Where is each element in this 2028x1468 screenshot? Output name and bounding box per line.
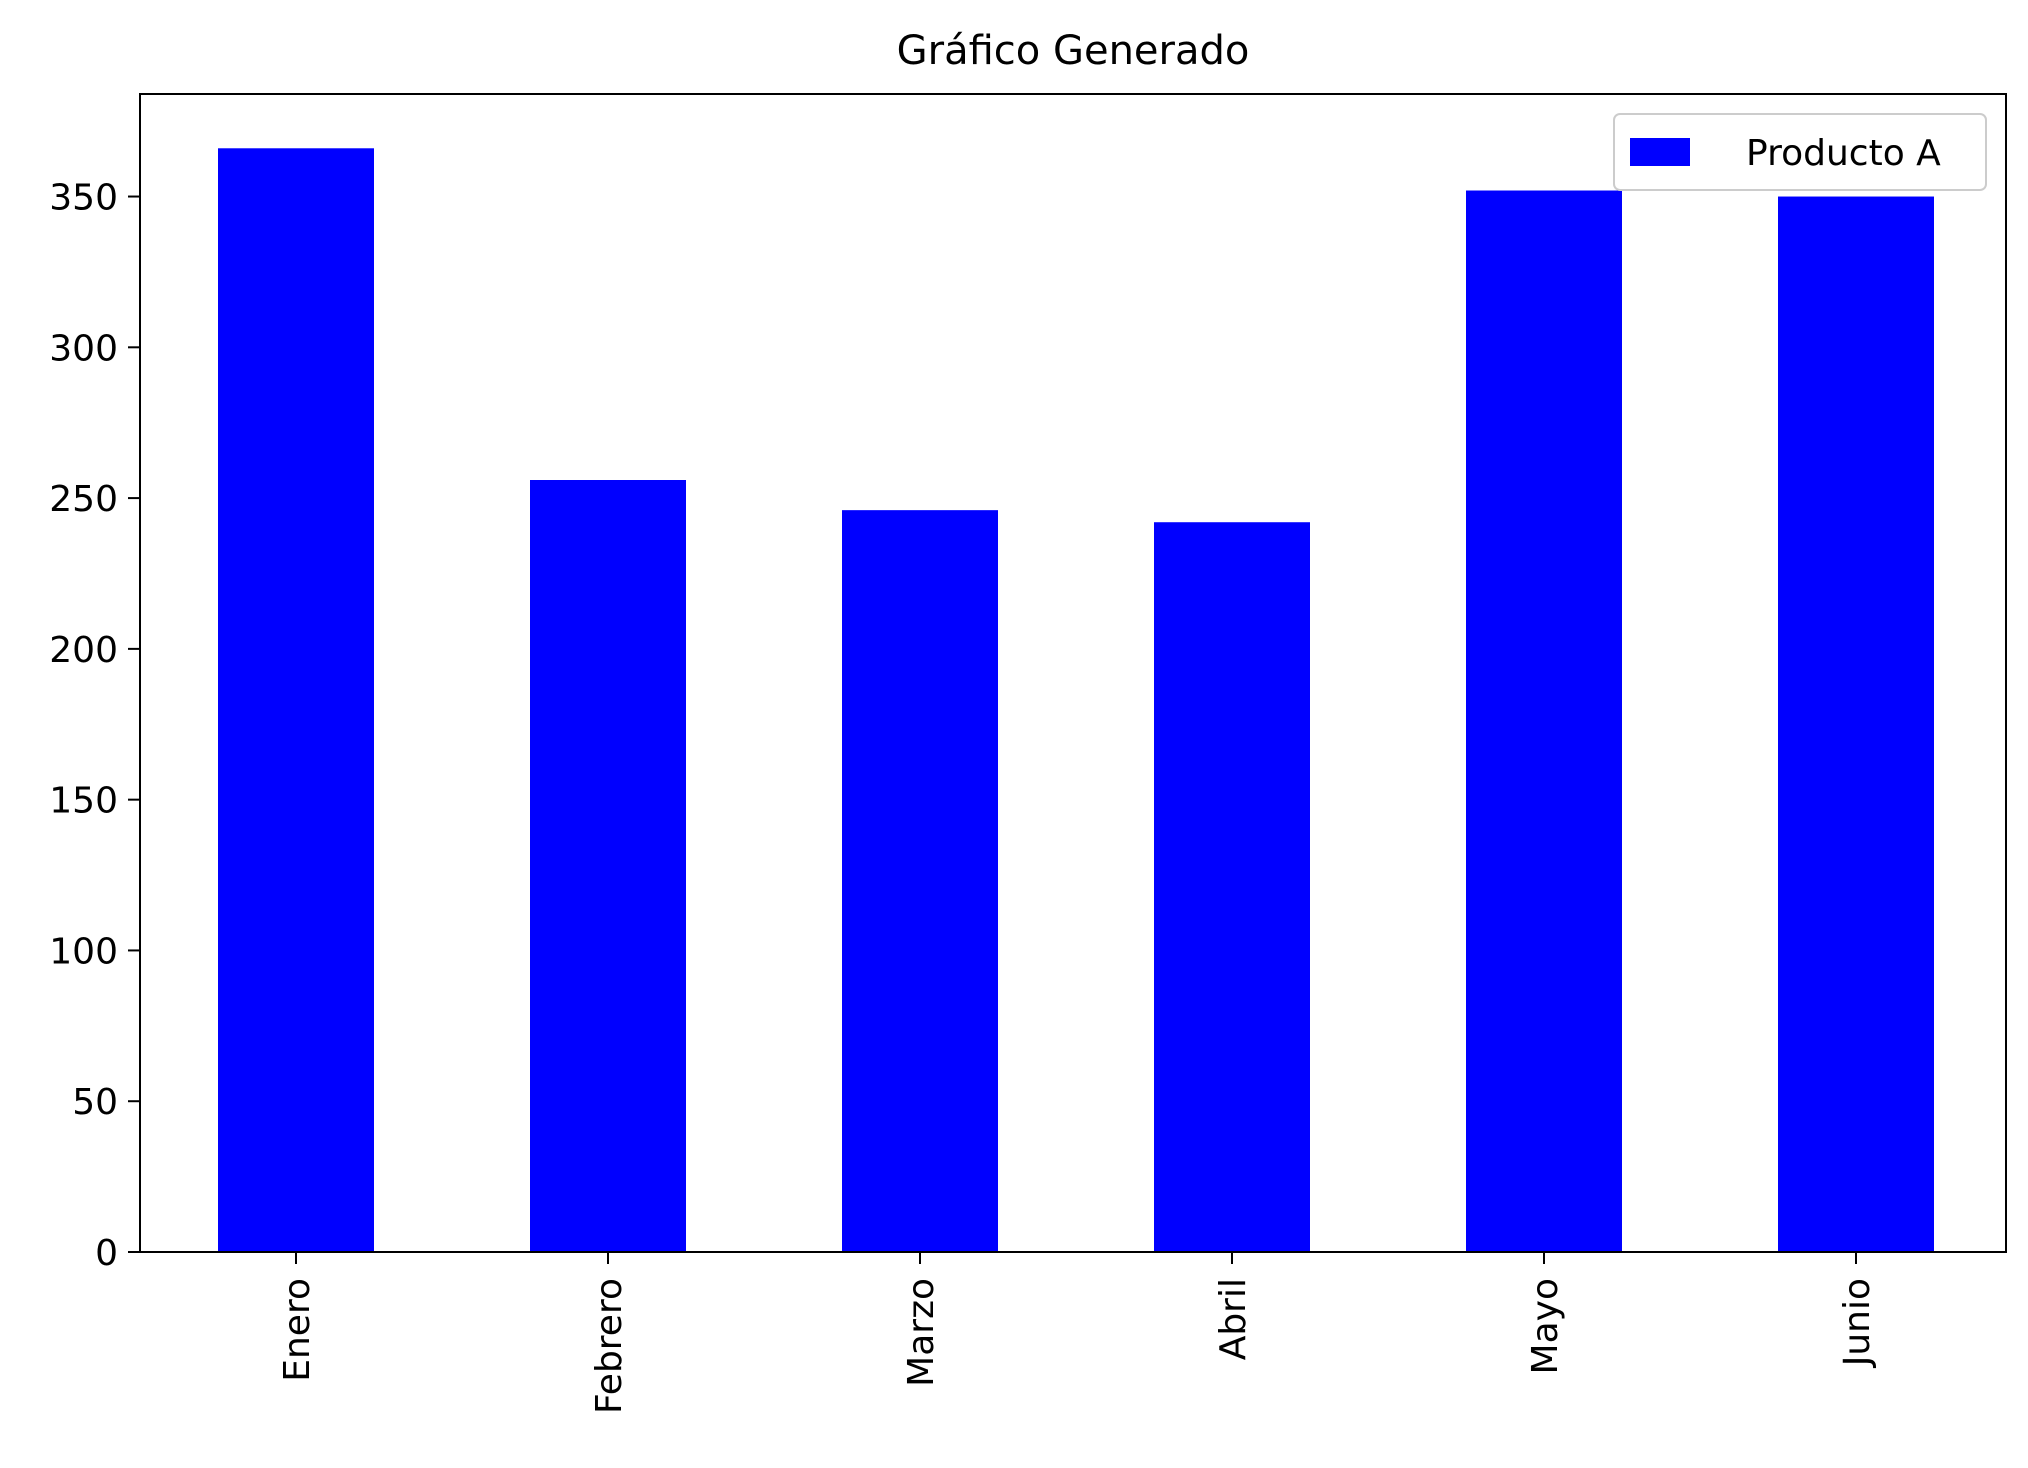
x-tick-label-mayo: Mayo — [1525, 1278, 1566, 1374]
legend-label-producto-a: Producto A — [1746, 133, 1941, 174]
y-tick-label-300: 300 — [49, 328, 118, 369]
y-tick-label-50: 50 — [72, 1082, 118, 1123]
x-tick-label-febrero: Febrero — [589, 1278, 630, 1414]
y-tick-label-250: 250 — [49, 479, 118, 520]
legend-box — [1613, 113, 1987, 191]
legend-swatch-producto-a — [1630, 138, 1690, 166]
x-tick-label-junio: Junio — [1837, 1278, 1878, 1368]
x-tick-label-marzo: Marzo — [901, 1278, 942, 1387]
y-tick-label-350: 350 — [49, 178, 118, 219]
bars-layer — [218, 148, 1934, 1252]
x-tick-label-enero: Enero — [277, 1278, 318, 1382]
y-tick-label-100: 100 — [49, 931, 118, 972]
bar-enero — [218, 148, 374, 1252]
y-tick-label-200: 200 — [49, 630, 118, 671]
plot-area-frame — [139, 93, 2007, 1253]
x-tick-label-abril: Abril — [1213, 1278, 1254, 1360]
y-axis: 0 50 100 150 200 250 300 350 — [49, 178, 140, 1274]
chart-title: Gráfico Generado — [897, 28, 1250, 74]
bar-mayo — [1466, 190, 1622, 1252]
y-tick-label-0: 0 — [95, 1233, 118, 1274]
bar-junio — [1778, 196, 1934, 1252]
legend: Producto A — [1613, 113, 1987, 191]
x-axis: Enero Febrero Marzo Abril Mayo Junio — [277, 1252, 1878, 1414]
bar-marzo — [842, 510, 998, 1252]
bar-abril — [1154, 522, 1310, 1252]
y-tick-label-150: 150 — [49, 781, 118, 822]
bar-febrero — [530, 480, 686, 1252]
